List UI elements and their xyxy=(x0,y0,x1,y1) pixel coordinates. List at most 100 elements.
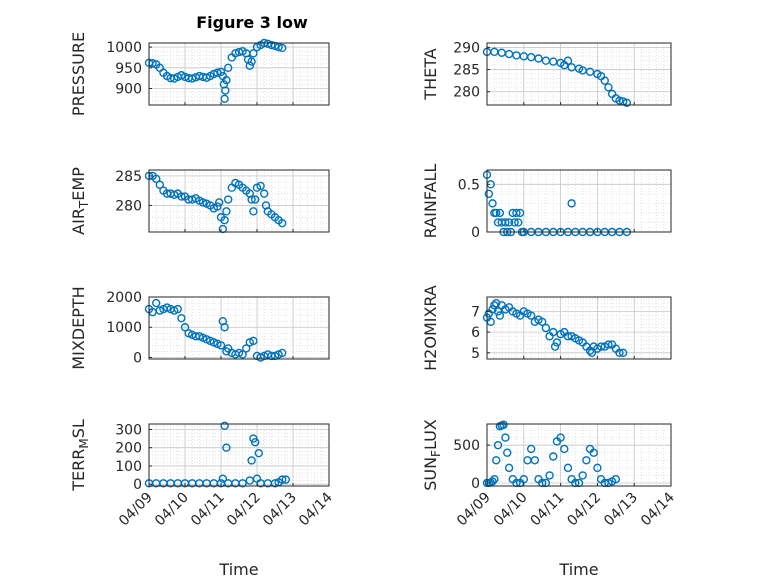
axes-box xyxy=(486,296,672,360)
data-point xyxy=(503,448,512,457)
y-axis-label: H2OMIXRA xyxy=(421,285,440,371)
y-tick-label: 290 xyxy=(453,40,480,56)
data-point xyxy=(247,456,256,465)
data-point xyxy=(249,336,258,346)
data-point xyxy=(177,192,186,201)
data-point xyxy=(218,224,228,234)
data-point xyxy=(541,323,551,333)
data-point xyxy=(492,456,501,465)
data-point xyxy=(501,433,510,442)
data-point xyxy=(180,323,190,332)
data-point xyxy=(216,341,226,350)
data-point xyxy=(274,42,283,52)
data-point xyxy=(611,474,620,484)
data-point xyxy=(549,452,558,461)
x-tick-label: 04/13 xyxy=(601,490,641,530)
data-point xyxy=(515,208,525,218)
axes-box xyxy=(148,42,330,106)
data-point xyxy=(604,340,613,349)
data-point xyxy=(618,348,628,357)
data-point xyxy=(534,54,543,63)
data-point xyxy=(504,463,514,473)
data-point xyxy=(567,199,576,208)
data-point xyxy=(589,448,598,457)
data-point xyxy=(495,208,505,218)
data-point xyxy=(231,49,240,58)
data-point xyxy=(249,49,258,58)
x-axis-label: Time xyxy=(558,560,598,579)
data-point xyxy=(256,181,265,191)
x-tick-label: 04/09 xyxy=(454,490,494,530)
data-point xyxy=(493,307,503,316)
data-point xyxy=(278,475,287,484)
data-point xyxy=(245,61,255,70)
data-point xyxy=(222,207,231,216)
data-point xyxy=(604,83,613,92)
data-point xyxy=(241,344,251,353)
data-point xyxy=(155,180,165,189)
y-tick-label: 300 xyxy=(115,422,142,438)
x-axis-label: Time xyxy=(218,560,258,579)
data-point xyxy=(596,342,606,351)
data-point xyxy=(582,456,591,465)
data-point xyxy=(585,67,595,76)
data-point xyxy=(526,444,536,454)
y-tick-label: 950 xyxy=(115,61,142,77)
data-point xyxy=(538,317,547,326)
y-tick-label: 100 xyxy=(115,459,142,475)
y-axis-label: THETA xyxy=(421,48,440,100)
y-axis-label: TERRMSL xyxy=(69,419,91,492)
axes-box xyxy=(486,42,672,106)
data-point xyxy=(250,438,260,447)
data-point xyxy=(260,189,269,198)
data-point xyxy=(490,474,499,484)
data-point xyxy=(615,348,624,357)
data-point xyxy=(615,96,624,105)
data-point xyxy=(549,327,558,337)
data-point xyxy=(492,299,501,308)
axes-box xyxy=(486,169,672,233)
data-point xyxy=(218,474,228,483)
data-point xyxy=(216,67,226,77)
data-point xyxy=(263,39,272,49)
data-point xyxy=(198,198,208,207)
data-point xyxy=(578,471,587,480)
data-point xyxy=(270,41,280,51)
data-point xyxy=(488,199,497,208)
data-point xyxy=(622,98,632,107)
data-point xyxy=(526,311,536,320)
data-point xyxy=(563,56,573,65)
data-point xyxy=(278,218,287,228)
data-point xyxy=(187,74,197,83)
y-tick-label: 280 xyxy=(115,198,142,214)
y-tick-label: 500 xyxy=(453,438,480,454)
data-point xyxy=(530,456,540,465)
data-point xyxy=(484,189,494,199)
data-point xyxy=(488,477,497,486)
y-axis-label: SUNFLUX xyxy=(421,419,443,491)
y-tick-label: 0 xyxy=(133,350,142,366)
y-tick-label: 5 xyxy=(471,346,480,362)
plot-area xyxy=(149,297,329,359)
data-point xyxy=(560,444,569,454)
data-point xyxy=(504,218,514,227)
data-point xyxy=(267,40,276,50)
axes-box xyxy=(486,423,672,487)
y-tick-label: 285 xyxy=(115,169,142,185)
x-tick-label: 04/13 xyxy=(260,490,300,530)
x-tick-label: 04/12 xyxy=(224,490,264,530)
axes-box xyxy=(148,169,330,233)
y-tick-label: 2000 xyxy=(106,290,142,306)
y-tick-label: 1000 xyxy=(106,320,142,336)
data-point xyxy=(593,463,602,473)
axes-box xyxy=(148,296,330,360)
data-point xyxy=(495,311,505,320)
data-point xyxy=(238,350,247,359)
y-tick-label: 6 xyxy=(471,325,480,341)
data-point xyxy=(278,348,287,358)
y-tick-label: 200 xyxy=(115,441,142,457)
data-point xyxy=(510,218,519,227)
data-point xyxy=(177,313,186,323)
data-point xyxy=(552,338,562,347)
data-point xyxy=(223,195,233,204)
